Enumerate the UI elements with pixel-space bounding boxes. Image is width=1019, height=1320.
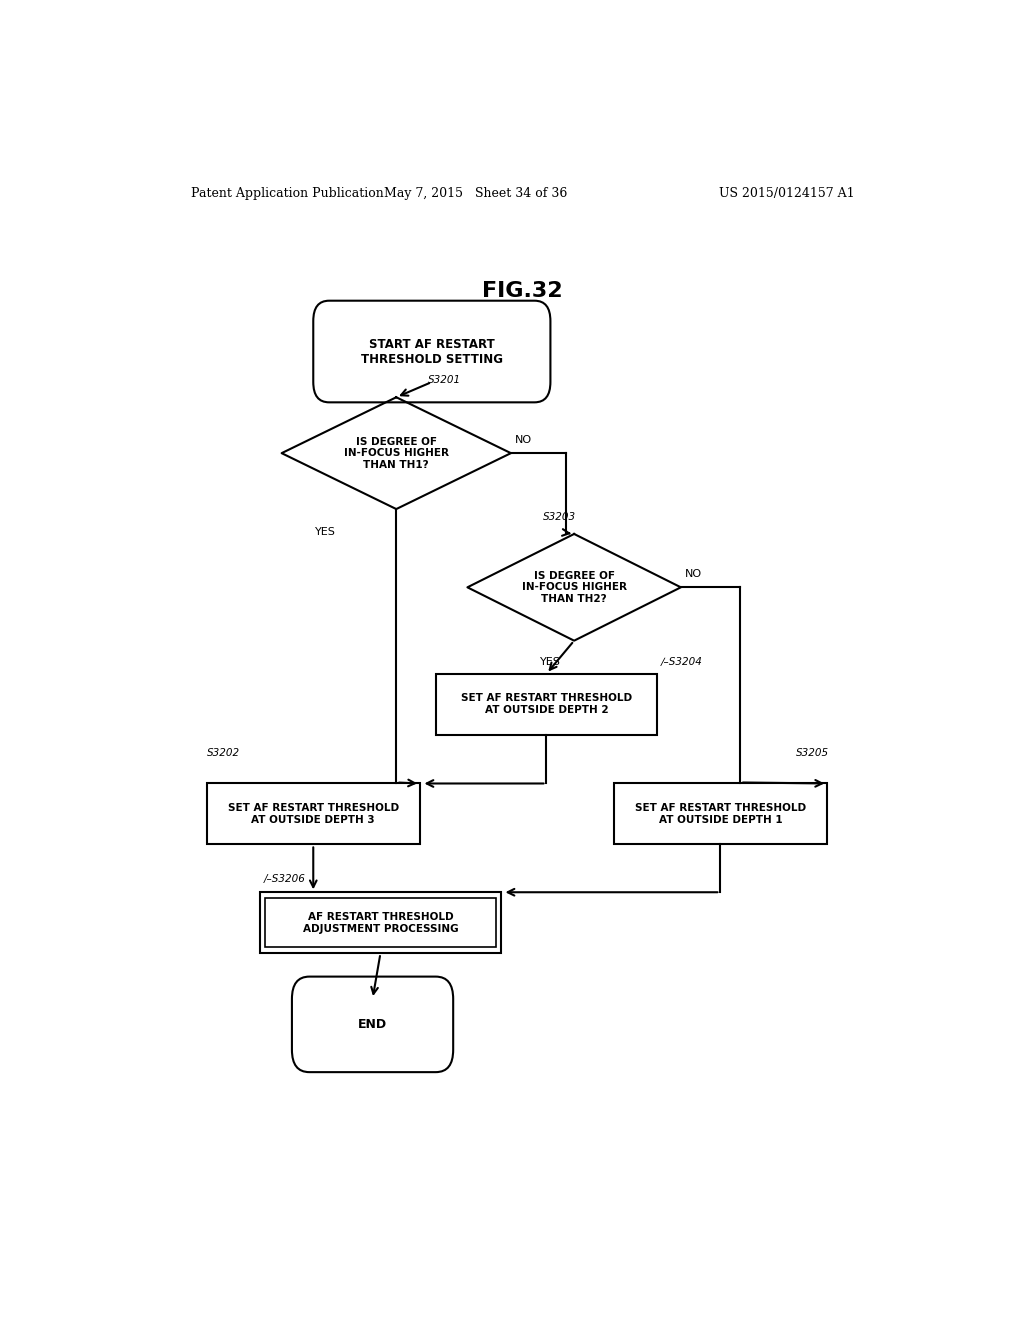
Bar: [264, 899, 496, 948]
Text: IS DEGREE OF
IN-FOCUS HIGHER
THAN TH1?: IS DEGREE OF IN-FOCUS HIGHER THAN TH1?: [343, 437, 448, 470]
Text: YES: YES: [539, 657, 560, 667]
Text: START AF RESTART
THRESHOLD SETTING: START AF RESTART THRESHOLD SETTING: [361, 338, 502, 366]
Text: END: END: [358, 1018, 387, 1031]
Text: May 7, 2015   Sheet 34 of 36: May 7, 2015 Sheet 34 of 36: [383, 187, 567, 201]
Text: SET AF RESTART THRESHOLD
AT OUTSIDE DEPTH 1: SET AF RESTART THRESHOLD AT OUTSIDE DEPT…: [634, 803, 805, 825]
Text: YES: YES: [315, 528, 335, 537]
Text: NO: NO: [515, 436, 532, 445]
Polygon shape: [467, 535, 681, 640]
Text: S3203: S3203: [542, 512, 575, 521]
Text: US 2015/0124157 A1: US 2015/0124157 A1: [718, 187, 854, 201]
Text: S3201: S3201: [428, 375, 461, 385]
Bar: [260, 892, 500, 953]
Text: SET AF RESTART THRESHOLD
AT OUTSIDE DEPTH 2: SET AF RESTART THRESHOLD AT OUTSIDE DEPT…: [461, 693, 632, 715]
Text: FIG.32: FIG.32: [482, 281, 562, 301]
Polygon shape: [281, 397, 511, 510]
FancyBboxPatch shape: [313, 301, 550, 403]
FancyBboxPatch shape: [291, 977, 452, 1072]
Text: S3205: S3205: [795, 748, 827, 758]
Text: SET AF RESTART THRESHOLD
AT OUTSIDE DEPTH 3: SET AF RESTART THRESHOLD AT OUTSIDE DEPT…: [227, 803, 398, 825]
Bar: [613, 784, 826, 845]
Text: S3202: S3202: [206, 748, 239, 758]
Text: IS DEGREE OF
IN-FOCUS HIGHER
THAN TH2?: IS DEGREE OF IN-FOCUS HIGHER THAN TH2?: [521, 570, 626, 605]
Text: /–S3206: /–S3206: [264, 874, 306, 884]
Bar: [435, 673, 656, 735]
Text: ∕–S3204: ∕–S3204: [660, 656, 702, 665]
Text: AF RESTART THRESHOLD
ADJUSTMENT PROCESSING: AF RESTART THRESHOLD ADJUSTMENT PROCESSI…: [303, 912, 458, 933]
Bar: [206, 784, 420, 845]
Text: Patent Application Publication: Patent Application Publication: [191, 187, 383, 201]
Text: NO: NO: [684, 569, 701, 579]
